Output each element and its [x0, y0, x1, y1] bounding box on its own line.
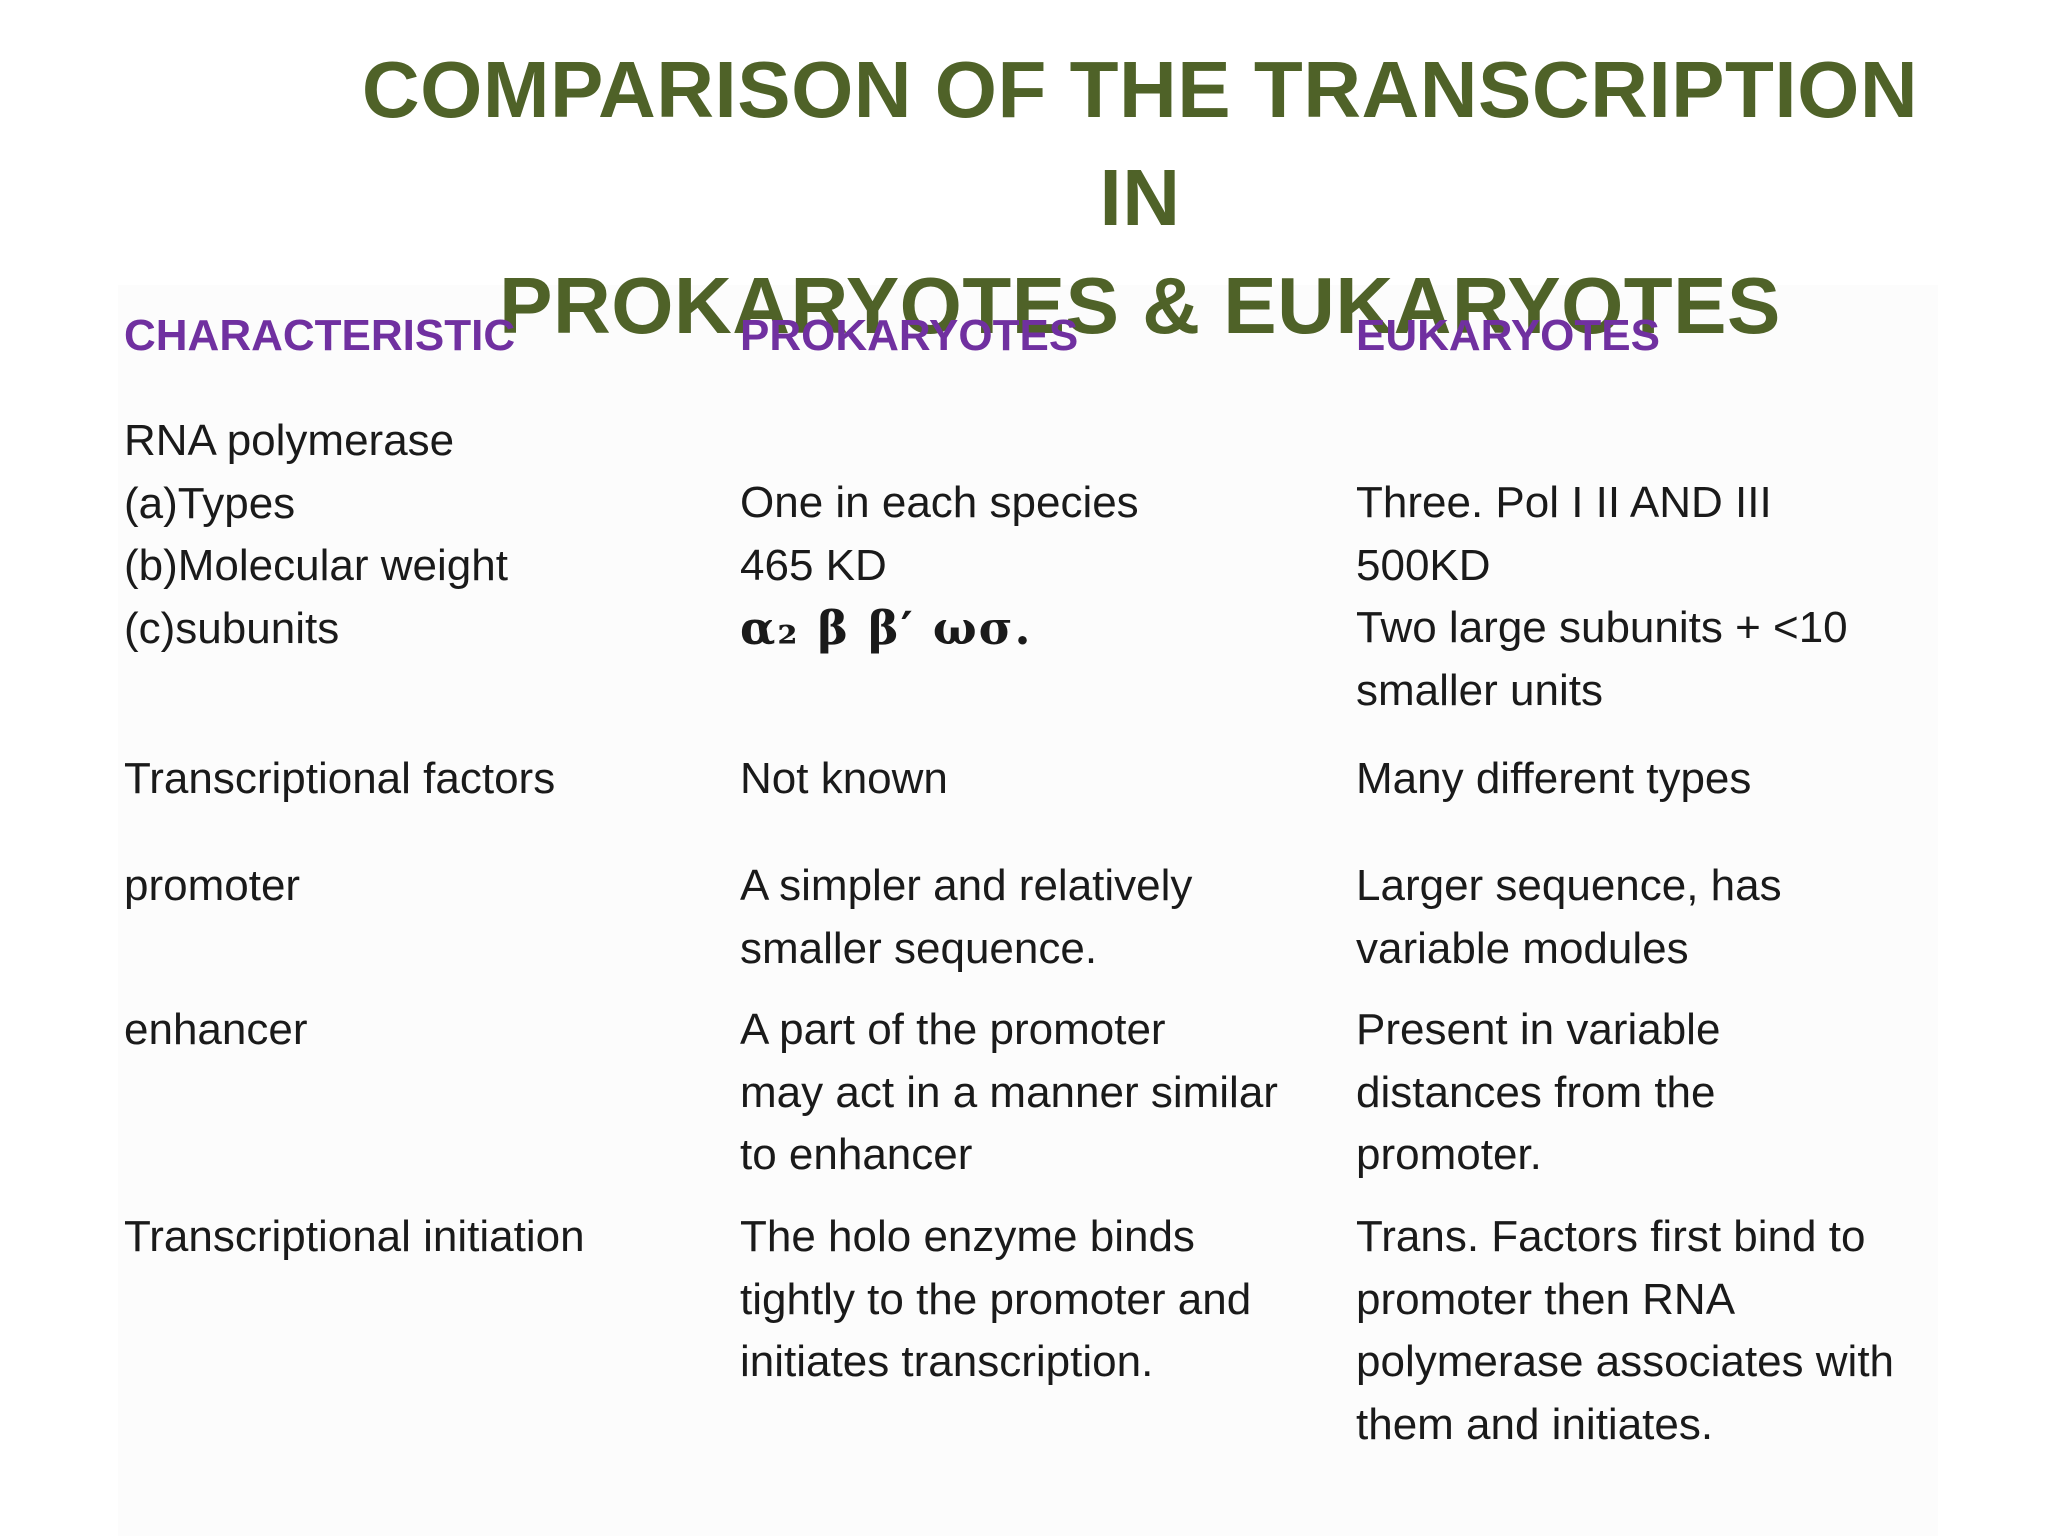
prokaryote-initiation-line-3: initiates transcription. — [740, 1337, 1154, 1386]
eukaryote-subunits-line-1: Two large subunits + <10 — [1356, 603, 1848, 652]
transcriptional-initiation-label: Transcriptional initiation — [124, 1212, 585, 1261]
transcriptional-factors-characteristic: Transcriptional factors — [124, 748, 555, 811]
eukaryote-transcriptional-factors: Many different types — [1356, 754, 1752, 803]
enhancer-prokaryotes: A part of the promoter may act in a mann… — [740, 999, 1278, 1187]
promoter-label: promoter — [124, 861, 301, 910]
enhancer-label: enhancer — [124, 1005, 308, 1054]
prokaryote-promoter-line-2: smaller sequence. — [740, 923, 1098, 973]
transcriptional-factors-eukaryotes: Many different types — [1356, 748, 1751, 811]
promoter-eukaryotes: Larger sequence, has variable modules — [1356, 855, 1782, 980]
rna-polymerase-eukaryotes: Three. Pol I II AND III 500KD Two large … — [1356, 472, 1848, 722]
prokaryote-initiation-line-2: tightly to the promoter and — [740, 1274, 1252, 1324]
eukaryote-enhancer-line-1: Present in variable — [1356, 1005, 1721, 1054]
title-line-1: COMPARISON OF THE TRANSCRIPTION IN — [361, 45, 1919, 242]
header-eukaryotes: EUKARYOTES — [1356, 311, 1660, 360]
header-characteristic: CHARACTERISTIC — [124, 311, 516, 360]
prokaryote-enhancer-line-1: A part of the promoter — [740, 1005, 1166, 1054]
prokaryote-subunits: α₂ β β′ ωσ. — [740, 601, 1033, 655]
eukaryote-subunits-line-2: smaller units — [1356, 665, 1603, 715]
eukaryote-types: Three. Pol I II AND III — [1356, 478, 1772, 527]
transcriptional-initiation-eukaryotes: Trans. Factors first bind to promoter th… — [1356, 1206, 1894, 1456]
prokaryote-promoter-line-1: A simpler and relatively — [740, 861, 1193, 910]
eukaryote-molecular-weight: 500KD — [1356, 540, 1491, 590]
prokaryote-enhancer-line-3: to enhancer — [740, 1130, 973, 1179]
page-title: COMPARISON OF THE TRANSCRIPTION IN PROKA… — [320, 36, 1960, 360]
prokaryote-enhancer-line-2: may act in a manner similar — [740, 1067, 1278, 1117]
eukaryote-initiation-line-3: polymerase associates with — [1356, 1337, 1895, 1386]
table-background — [118, 285, 1938, 1536]
eukaryote-promoter-line-2: variable modules — [1356, 923, 1689, 973]
promoter-prokaryotes: A simpler and relatively smaller sequenc… — [740, 855, 1192, 980]
header-prokaryotes: PROKARYOTES — [740, 311, 1079, 360]
transcriptional-factors-label: Transcriptional factors — [124, 754, 556, 803]
transcriptional-initiation-characteristic: Transcriptional initiation — [124, 1206, 585, 1269]
prokaryote-initiation-line-1: The holo enzyme binds — [740, 1212, 1195, 1261]
eukaryote-initiation-line-4: them and initiates. — [1356, 1399, 1714, 1449]
enhancer-eukaryotes: Present in variable distances from the p… — [1356, 999, 1720, 1187]
transcriptional-initiation-prokaryotes: The holo enzyme binds tightly to the pro… — [740, 1206, 1251, 1394]
rna-polymerase-characteristic: RNA polymerase (a)Types (b)Molecular wei… — [124, 410, 508, 660]
eukaryote-initiation-line-1: Trans. Factors first bind to — [1356, 1212, 1866, 1261]
eukaryote-initiation-line-2: promoter then RNA — [1356, 1274, 1736, 1324]
prokaryote-molecular-weight: 465 KD — [740, 540, 887, 590]
rna-polymerase-prokaryotes: One in each species 465 KD α₂ β β′ ωσ. — [740, 472, 1139, 660]
prokaryote-transcriptional-factors: Not known — [740, 754, 948, 803]
rna-polymerase-label: RNA polymerase — [124, 416, 455, 465]
molecular-weight-label: (b)Molecular weight — [124, 541, 508, 590]
prokaryote-types: One in each species — [740, 478, 1139, 527]
eukaryote-promoter-line-1: Larger sequence, has — [1356, 861, 1782, 910]
types-label: (a)Types — [124, 478, 296, 528]
subunits-label: (c)subunits — [124, 603, 340, 653]
promoter-characteristic: promoter — [124, 855, 300, 918]
eukaryote-enhancer-line-2: distances from the — [1356, 1067, 1716, 1117]
transcriptional-factors-prokaryotes: Not known — [740, 748, 948, 811]
title-line-2: PROKARYOTES & EUKARYOTES — [499, 261, 1781, 350]
eukaryote-enhancer-line-3: promoter. — [1356, 1130, 1542, 1179]
enhancer-characteristic: enhancer — [124, 999, 307, 1062]
